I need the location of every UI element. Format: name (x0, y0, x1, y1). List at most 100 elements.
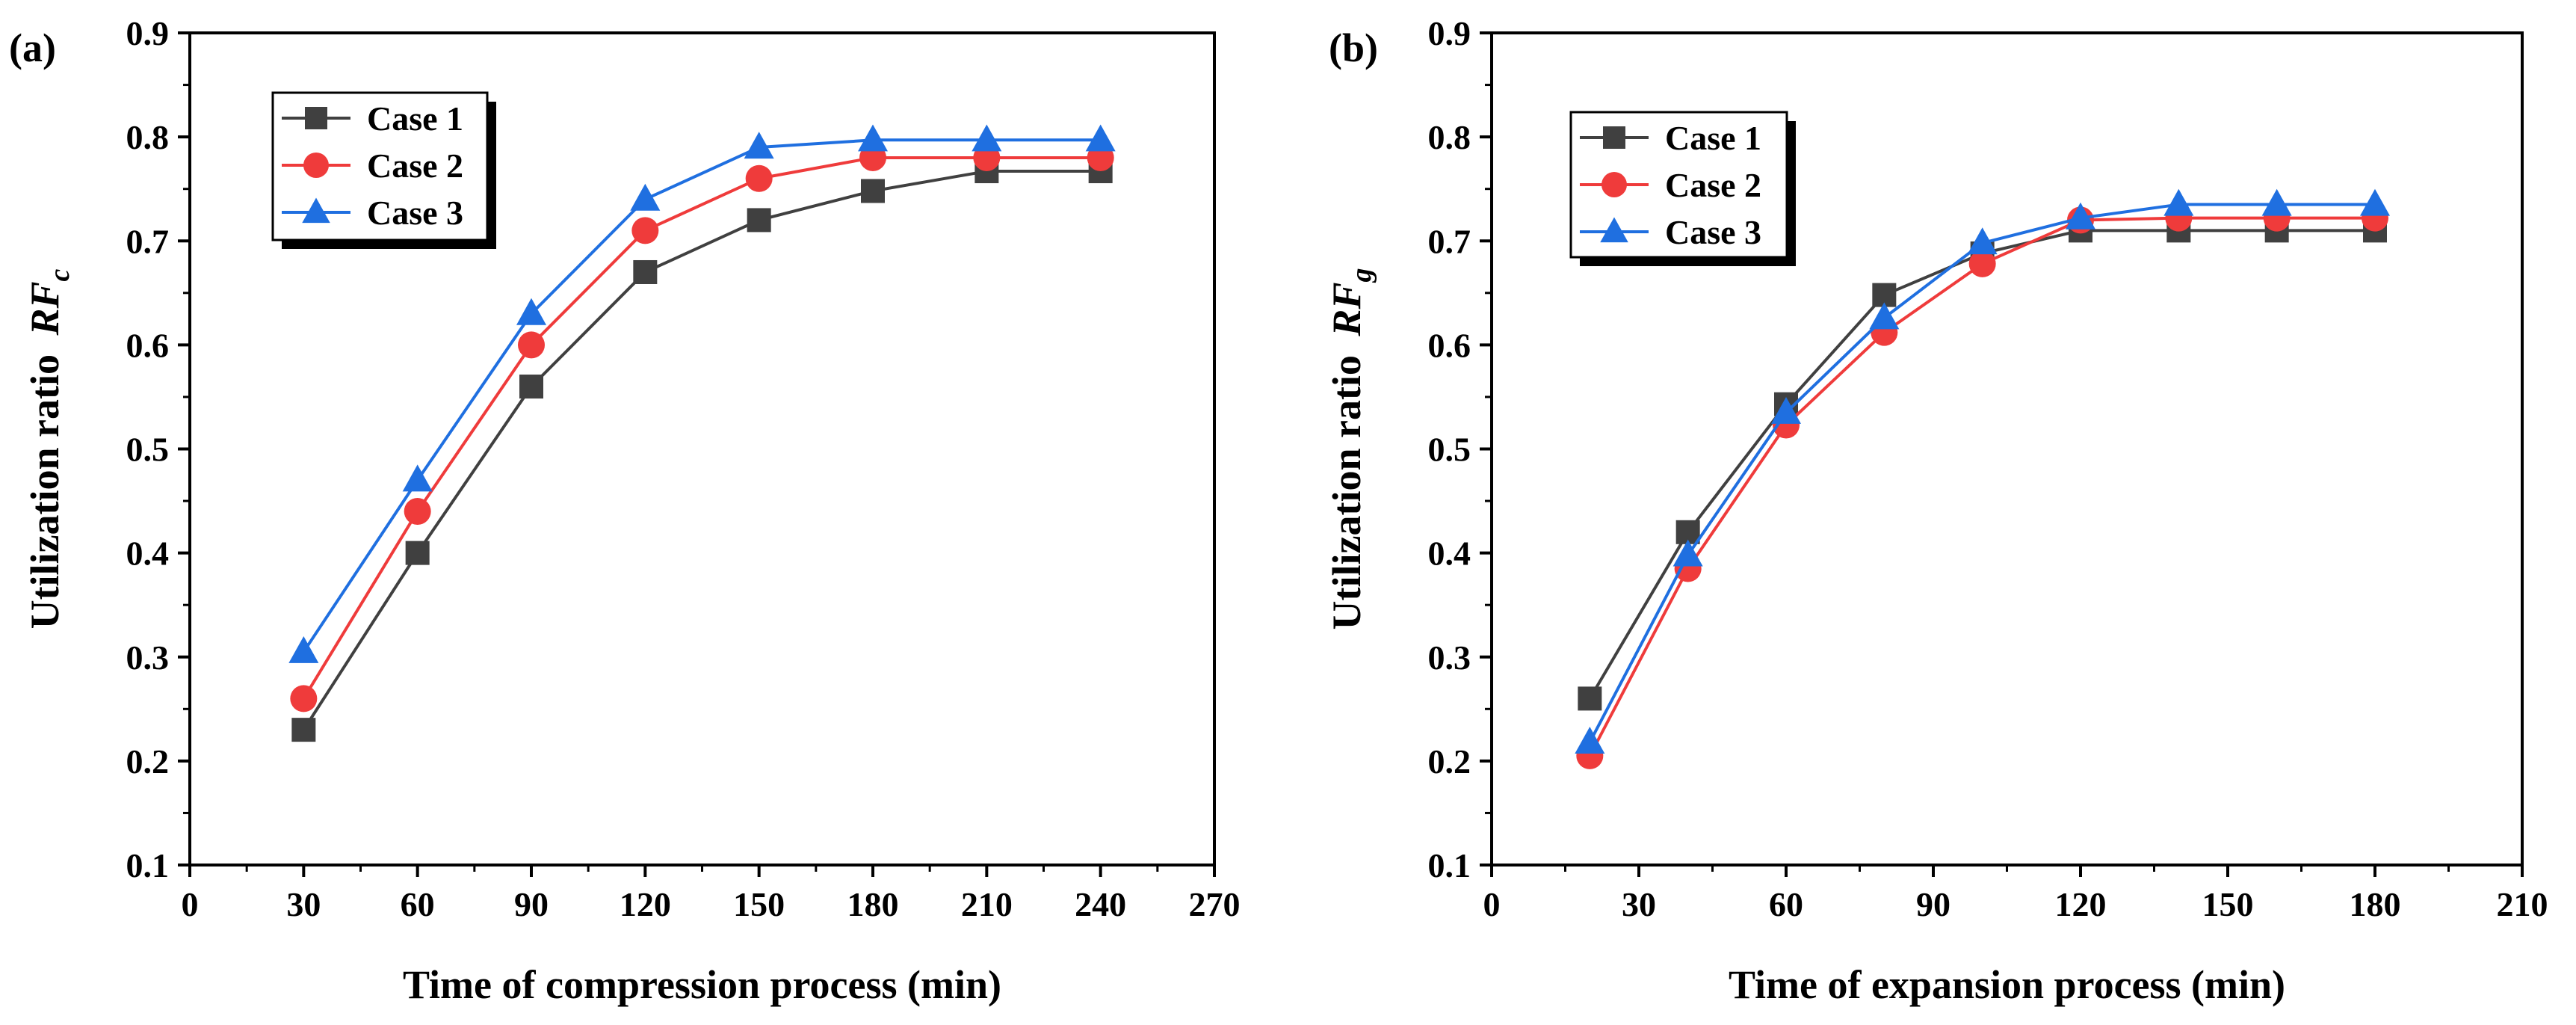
data-point (1578, 686, 1602, 711)
y-tick-label: 0.2 (1428, 742, 1471, 781)
legend-item: Case 3 (1580, 213, 1761, 251)
data-point (2066, 202, 2095, 230)
data-point (2261, 188, 2292, 216)
legend-marker (303, 153, 329, 178)
legend-item: Case 3 (282, 194, 463, 232)
data-point (858, 124, 888, 152)
y-tick-label: 0.3 (126, 638, 170, 677)
data-point (1869, 302, 1900, 330)
data-point (2360, 188, 2390, 216)
y-tick-label: 0.7 (126, 222, 170, 260)
y-axis-title-symbol: RF (22, 281, 67, 336)
data-point (290, 685, 318, 712)
legend-label: Case 3 (1665, 213, 1761, 251)
x-tick-label: 30 (286, 885, 321, 923)
legend-item: Case 1 (1580, 119, 1761, 157)
y-tick-label: 0.1 (126, 846, 170, 884)
data-point (630, 183, 661, 211)
y-tick-label: 0.8 (126, 118, 170, 156)
y-tick-label: 0.4 (1428, 535, 1471, 573)
x-tick-label: 180 (847, 885, 899, 923)
panel-label: (b) (1329, 25, 1378, 70)
data-point (518, 331, 545, 359)
x-tick-label: 180 (2350, 885, 2401, 923)
legend: Case 1 Case 2 Case 3 (271, 91, 496, 249)
y-axis-title-symbol: RF (1324, 283, 1369, 337)
data-point (633, 259, 658, 284)
x-tick-label: 150 (733, 885, 785, 923)
legend-marker (302, 197, 330, 224)
x-tick-label: 60 (1769, 885, 1803, 923)
legend: Case 1 Case 2 Case 3 (1569, 111, 1796, 266)
data-point (744, 132, 774, 159)
data-point (1771, 396, 1801, 424)
legend-item: Case 2 (282, 147, 463, 185)
data-point (861, 179, 885, 203)
data-point (1967, 227, 1998, 255)
y-tick-label: 0.9 (1428, 14, 1471, 52)
legend-item: Case 2 (1580, 166, 1761, 204)
y-tick-label: 0.3 (1428, 638, 1471, 677)
y-axis-title-subscript: g (1346, 268, 1377, 283)
data-point (402, 464, 433, 492)
y-axis-title: Utilization ratio RFc (22, 268, 75, 629)
x-tick-label: 120 (2055, 885, 2107, 923)
y-tick-label: 0.7 (1428, 222, 1471, 260)
data-point (745, 164, 773, 192)
y-tick-label: 0.6 (126, 326, 170, 364)
x-tick-label: 90 (1916, 885, 1950, 923)
x-tick-label: 210 (2497, 885, 2548, 923)
data-point (631, 217, 659, 244)
x-axis-title: Time of compression process (min) (403, 962, 1001, 1007)
data-point (972, 124, 1002, 152)
y-axis-title-prefix: Utilization ratio (22, 344, 67, 629)
y-axis-title-prefix: Utilization ratio (1324, 345, 1369, 630)
series-line (302, 156, 1101, 700)
x-tick-label: 30 (1622, 885, 1656, 923)
y-tick-label: 0.2 (126, 742, 170, 781)
series-line (302, 170, 1101, 731)
y-tick-label: 0.5 (126, 431, 170, 469)
x-tick-label: 120 (620, 885, 671, 923)
legend-label: Case 3 (367, 194, 463, 232)
x-tick-label: 0 (182, 885, 199, 923)
legend-marker (1603, 126, 1625, 149)
panel-label: (a) (9, 25, 56, 70)
legend-item: Case 1 (282, 99, 463, 138)
x-tick-label: 60 (401, 885, 435, 923)
data-point (291, 718, 316, 742)
legend-label: Case 2 (1665, 166, 1761, 204)
data-point (288, 635, 319, 663)
y-axis-title-subscript: c (44, 268, 75, 281)
legend-label: Case 1 (367, 99, 463, 138)
series-line (302, 138, 1101, 653)
data-point (1968, 250, 1996, 277)
data-point (1085, 124, 1116, 152)
data-point (516, 298, 546, 325)
data-point (405, 541, 430, 565)
y-tick-label: 0.6 (1428, 326, 1471, 364)
data-point (747, 208, 771, 233)
x-tick-label: 150 (2202, 885, 2254, 923)
y-axis-title: Utilization ratio RFg (1324, 268, 1377, 630)
series-3 (1575, 188, 2390, 754)
legend-marker (305, 107, 327, 129)
data-point (519, 375, 543, 399)
legend-label: Case 2 (367, 147, 463, 185)
data-point (2163, 188, 2194, 216)
data-point (1672, 539, 1703, 567)
chart-panel-b: 0 30 60 90 120 150 180 210 0.1 0.2 0.3 0.4 0.5 0.6 0.7… (1324, 14, 2548, 1007)
y-tick-label: 0.9 (126, 14, 170, 52)
x-tick-label: 0 (1483, 885, 1501, 923)
y-tick-label: 0.4 (126, 535, 170, 573)
x-tick-label: 270 (1189, 885, 1241, 923)
y-tick-label: 0.5 (1428, 431, 1471, 469)
data-point (404, 497, 431, 525)
x-axis-title: Time of expansion process (min) (1729, 962, 2285, 1007)
y-tick-label: 0.1 (1428, 846, 1471, 884)
chart-panel-a: 0 30 60 90 120 150 180 210 240 270 0.1 0.2 0.3 0.4 0.5… (9, 14, 1241, 1007)
y-tick-label: 0.8 (1428, 118, 1471, 156)
legend-label: Case 1 (1665, 119, 1761, 157)
legend-marker (1600, 217, 1628, 243)
